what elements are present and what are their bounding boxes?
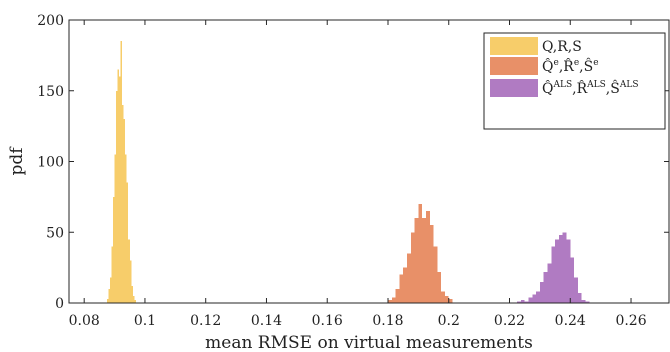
- y-tick-label: 200: [37, 13, 64, 29]
- histogram-bar-series-3: [528, 297, 533, 303]
- histogram-bar-series-1: [110, 277, 112, 303]
- legend: Q,R,S Q̂e,R̂e,Ŝe Q̂ALS,R̂ALS,ŜALS: [483, 32, 666, 130]
- histogram-bar-series-3: [524, 301, 529, 303]
- histogram-bar-series-1: [125, 154, 127, 303]
- histogram-bar-series-2: [448, 298, 453, 303]
- histogram-bar-series-3: [570, 257, 575, 303]
- histogram-bar-series-1: [106, 298, 109, 303]
- histogram-bar-series-2: [441, 291, 445, 303]
- histogram-bar-series-2: [433, 246, 438, 303]
- histogram-bar-series-2: [406, 253, 411, 303]
- y-axis-label: pdf: [7, 146, 27, 176]
- histogram-bar-series-3: [520, 300, 525, 303]
- y-tick-label: 100: [37, 155, 64, 171]
- x-tick-label: 0.08: [69, 313, 100, 329]
- x-axis-label: mean RMSE on virtual measurements: [205, 333, 533, 352]
- histogram-bar-series-2: [403, 267, 407, 303]
- axes-layer: 0.08 0.1 0.12 0.14 0.16 0.18 0.2 0.22 0.24 0.26 0 5…: [37, 13, 669, 329]
- histogram-bar-series-1: [128, 239, 130, 303]
- y-tick-label: 50: [46, 225, 64, 241]
- histogram-bar-series-2: [444, 295, 449, 303]
- legend-label-1: Q,R,S: [542, 39, 582, 55]
- histogram-bar-series-2: [395, 288, 400, 303]
- x-tick-label: 0.14: [251, 313, 282, 329]
- histogram-bar-series-3: [539, 281, 544, 303]
- legend-swatch-3: [490, 79, 538, 97]
- histogram-bar-series-1: [126, 182, 129, 303]
- x-tick-label: 0.2: [438, 313, 460, 329]
- histogram-bar-series-3: [551, 246, 556, 303]
- y-tick-label: 0: [55, 296, 64, 312]
- legend-swatch-1: [490, 37, 538, 55]
- histogram-bar-series-2: [422, 218, 426, 303]
- histogram-bar-series-3: [562, 232, 567, 303]
- histogram-bar-series-2: [437, 271, 442, 303]
- histogram-bar-series-1: [119, 76, 121, 303]
- histogram-bar-series-3: [536, 291, 540, 303]
- histogram-bar-series-2: [418, 203, 423, 303]
- histogram-bar-series-2: [429, 225, 434, 303]
- histogram-bar-series-1: [113, 196, 115, 303]
- histogram-bar-series-1: [123, 119, 126, 303]
- histogram-bar-series-3: [585, 301, 590, 303]
- histogram-bar-series-1: [122, 104, 124, 304]
- histogram-bar-series-2: [410, 232, 415, 303]
- histogram-bar-series-3: [532, 294, 537, 303]
- histogram-bar-series-2: [399, 274, 404, 303]
- histogram-bar-series-3: [543, 271, 548, 303]
- histogram-bar-series-3: [517, 301, 521, 303]
- histogram-bar-series-3: [555, 239, 559, 303]
- histogram-bar-series-2: [425, 211, 430, 303]
- legend-label-3: Q̂ALS,R̂ALS,ŜALS: [542, 79, 639, 97]
- x-tick-label: 0.22: [494, 313, 525, 329]
- histogram-bar-series-2: [391, 297, 396, 303]
- x-tick-label: 0.1: [134, 313, 156, 329]
- histogram-bar-series-3: [581, 300, 586, 303]
- x-tick-label: 0.18: [372, 313, 403, 329]
- x-tick-label: 0.12: [190, 313, 221, 329]
- histogram-bar-series-3: [558, 235, 563, 303]
- histogram-bar-series-1: [108, 288, 111, 303]
- bars-layer: [106, 41, 590, 304]
- legend-label-2: Q̂e,R̂e,Ŝe: [542, 57, 599, 75]
- histogram-bar-series-2: [414, 218, 419, 303]
- histogram-bar-series-3: [566, 239, 571, 303]
- histogram-bar-series-3: [547, 263, 552, 303]
- histogram-bar-series-1: [132, 295, 135, 303]
- histogram-bar-series-3: [574, 277, 578, 303]
- histogram-bar-series-1: [120, 41, 123, 303]
- x-tick-label: 0.26: [615, 313, 646, 329]
- histogram-bar-series-1: [134, 300, 136, 303]
- histogram-bar-series-3: [577, 293, 582, 303]
- histogram-bar-series-1: [116, 90, 118, 303]
- histogram-bar-series-1: [131, 286, 133, 303]
- histogram-bar-series-1: [129, 260, 132, 303]
- x-tick-label: 0.16: [312, 313, 343, 329]
- histogram-bar-series-1: [111, 246, 114, 303]
- x-tick-label: 0.24: [555, 313, 586, 329]
- histogram-bar-series-1: [117, 69, 120, 304]
- legend-swatch-2: [490, 57, 538, 75]
- histogram-bar-series-2: [387, 300, 392, 303]
- y-tick-label: 150: [37, 84, 64, 100]
- histogram-bar-series-1: [114, 154, 117, 303]
